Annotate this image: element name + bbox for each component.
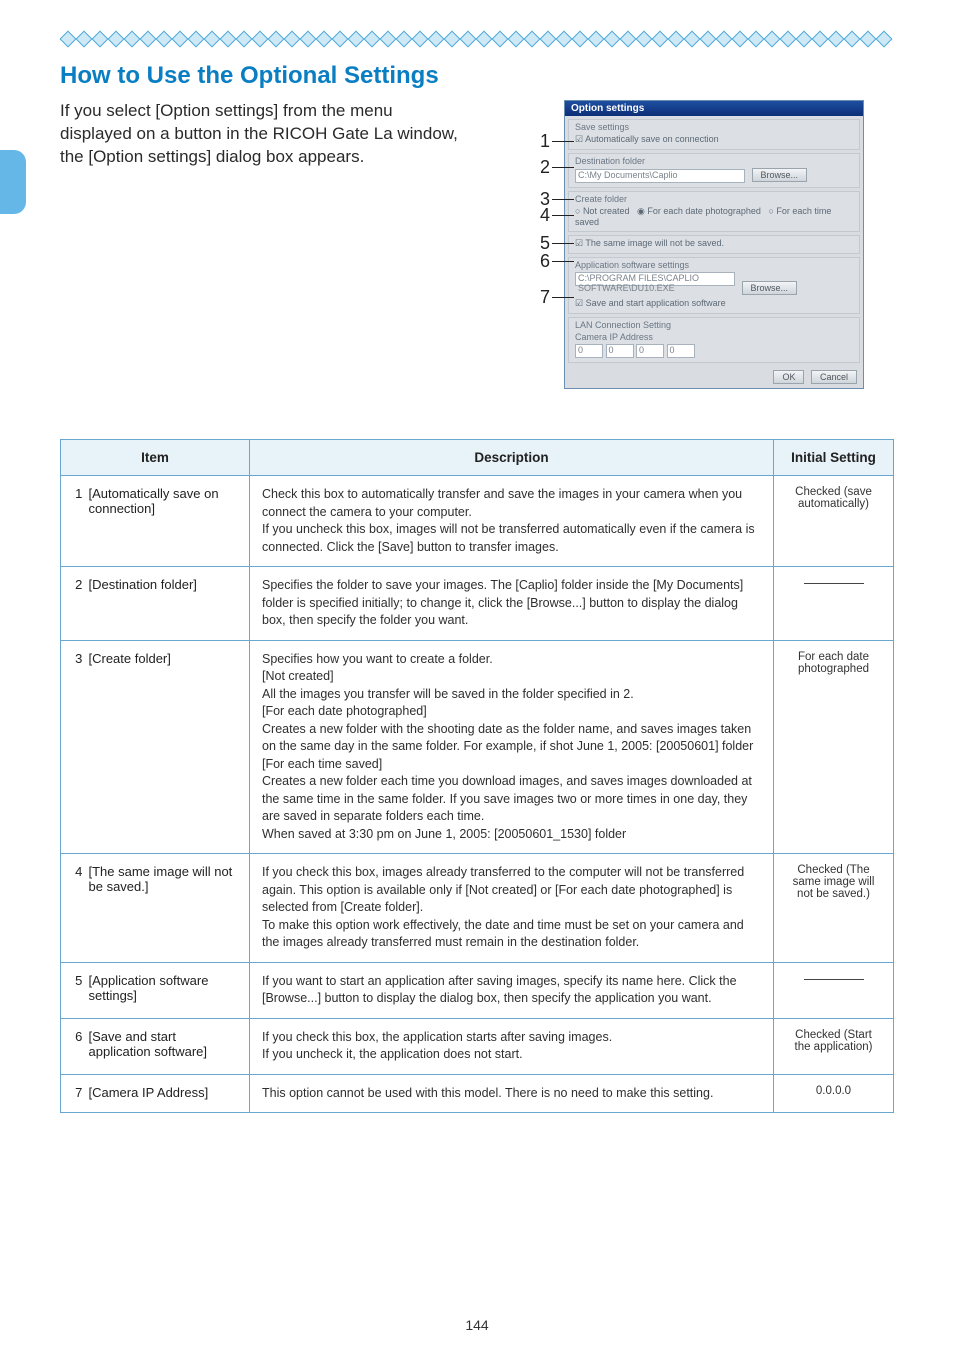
intro-paragraph: If you select [Option settings] from the… bbox=[60, 100, 460, 169]
section-label: LAN Connection Setting bbox=[575, 320, 853, 330]
callout-num: 4 bbox=[536, 206, 550, 224]
row-description: If you check this box, images already tr… bbox=[250, 854, 774, 963]
callout-num: 5 bbox=[536, 234, 550, 252]
section-label: Create folder bbox=[575, 194, 853, 204]
table-row: 4[The same image will not be saved.]If y… bbox=[61, 854, 894, 963]
row-number: 2 bbox=[61, 567, 85, 641]
row-item: [Save and start application software] bbox=[85, 1018, 250, 1074]
callout-num: 2 bbox=[536, 158, 550, 176]
row-number: 7 bbox=[61, 1074, 85, 1113]
table-row: 3[Create folder]Specifies how you want t… bbox=[61, 640, 894, 854]
browse-button: Browse... bbox=[752, 168, 808, 182]
row-item: [Camera IP Address] bbox=[85, 1074, 250, 1113]
section-label: Save settings bbox=[575, 122, 853, 132]
checkbox-label: Automatically save on connection bbox=[585, 134, 719, 144]
row-initial-setting: 0.0.0.0 bbox=[774, 1074, 894, 1113]
screenshot-figure: 1 2 3 4 5 6 7 Option settings Save setti… bbox=[564, 100, 894, 389]
table-row: 1[Automatically save on connection]Check… bbox=[61, 476, 894, 567]
row-item: [The same image will not be saved.] bbox=[85, 854, 250, 963]
table-row: 6[Save and start application software]If… bbox=[61, 1018, 894, 1074]
row-description: Specifies the folder to save your images… bbox=[250, 567, 774, 641]
section-label: Destination folder bbox=[575, 156, 853, 166]
row-number: 6 bbox=[61, 1018, 85, 1074]
cancel-button: Cancel bbox=[811, 370, 857, 384]
browse-button: Browse... bbox=[742, 281, 798, 295]
settings-table: Item Description Initial Setting 1[Autom… bbox=[60, 439, 894, 1113]
dialog-title: Option settings bbox=[565, 101, 863, 116]
row-description: This option cannot be used with this mod… bbox=[250, 1074, 774, 1113]
field-label: Camera IP Address bbox=[575, 332, 853, 342]
row-initial-setting: For each date photographed bbox=[774, 640, 894, 854]
row-initial-setting bbox=[774, 567, 894, 641]
row-number: 3 bbox=[61, 640, 85, 854]
section-label: Application software settings bbox=[575, 260, 853, 270]
callout-num: 1 bbox=[536, 132, 550, 150]
row-description: Specifies how you want to create a folde… bbox=[250, 640, 774, 854]
decorative-divider: // placeholder – diamonds rendered below… bbox=[60, 30, 894, 48]
col-header-item: Item bbox=[61, 440, 250, 476]
callout-num: 6 bbox=[536, 252, 550, 270]
checkbox-label: Save and start application software bbox=[586, 298, 726, 308]
page-heading: How to Use the Optional Settings bbox=[60, 62, 894, 90]
row-description: If you want to start an application afte… bbox=[250, 962, 774, 1018]
row-initial-setting: Checked (save automatically) bbox=[774, 476, 894, 567]
row-item: [Automatically save on connection] bbox=[85, 476, 250, 567]
col-header-desc: Description bbox=[250, 440, 774, 476]
radio-label: For each date photographed bbox=[647, 206, 761, 216]
row-initial-setting bbox=[774, 962, 894, 1018]
row-item: [Application software settings] bbox=[85, 962, 250, 1018]
row-initial-setting: Checked (The same image will not be save… bbox=[774, 854, 894, 963]
row-item: [Create folder] bbox=[85, 640, 250, 854]
row-initial-setting: Checked (Start the application) bbox=[774, 1018, 894, 1074]
row-description: Check this box to automatically transfer… bbox=[250, 476, 774, 567]
path-field: C:\PROGRAM FILES\CAPLIO SOFTWARE\DU10.EX… bbox=[575, 272, 735, 286]
side-tab bbox=[0, 150, 26, 214]
row-number: 4 bbox=[61, 854, 85, 963]
row-number: 1 bbox=[61, 476, 85, 567]
page-number: 144 bbox=[465, 1317, 488, 1333]
row-item: [Destination folder] bbox=[85, 567, 250, 641]
callout-num: 7 bbox=[536, 288, 550, 306]
col-header-init: Initial Setting bbox=[774, 440, 894, 476]
path-field: C:\My Documents\Caplio bbox=[575, 169, 745, 183]
table-row: 2[Destination folder]Specifies the folde… bbox=[61, 567, 894, 641]
ok-button: OK bbox=[773, 370, 804, 384]
checkbox-label: The same image will not be saved. bbox=[585, 238, 724, 248]
options-dialog-mock: Option settings Save settings ☑ Automati… bbox=[564, 100, 864, 389]
row-number: 5 bbox=[61, 962, 85, 1018]
row-description: If you check this box, the application s… bbox=[250, 1018, 774, 1074]
radio-label: Not created bbox=[583, 206, 630, 216]
table-row: 5[Application software settings]If you w… bbox=[61, 962, 894, 1018]
table-row: 7[Camera IP Address]This option cannot b… bbox=[61, 1074, 894, 1113]
